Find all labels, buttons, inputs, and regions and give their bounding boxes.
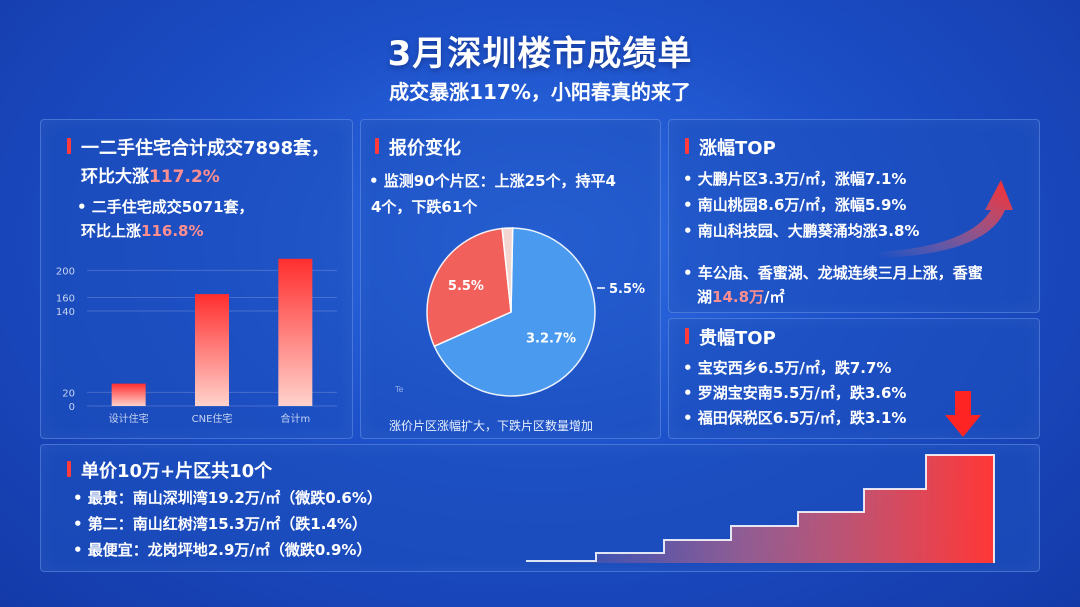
rise-item-1: • 大鹏片区3.3万/㎡，涨幅7.1% bbox=[683, 170, 907, 188]
secondhand-change-value: 116.8% bbox=[141, 222, 204, 240]
pie-slice bbox=[426, 227, 512, 348]
rise-top-panel: 涨幅TOP • 大鹏片区3.3万/㎡，涨幅7.1% • 南山桃园8.6万/㎡，涨… bbox=[668, 119, 1040, 313]
rise-note-value: 14.8万 bbox=[712, 288, 765, 306]
fall-top-panel: 贵幅TOP • 宝安西乡6.5万/㎡，跌7.7% • 罗湖宝安南5.5万/㎡，跌… bbox=[668, 318, 1040, 439]
unit-price-item-2: • 第二：南山红树湾15.3万/㎡（跌1.4%） bbox=[73, 515, 367, 533]
volume-heading-line2: 环比大涨117.2% bbox=[81, 162, 220, 187]
bar-x-tick-label: CNE住宅 bbox=[192, 412, 233, 425]
bar-x-tick-label: 合计m bbox=[280, 412, 310, 425]
rise-note-prefix: 湖 bbox=[697, 288, 713, 306]
rise-top-heading: 涨幅TOP bbox=[685, 134, 776, 160]
bar-y-tick-label: 0 bbox=[69, 402, 75, 413]
pie-outside-label: 5.5% bbox=[609, 282, 645, 297]
volume-heading-prefix: 环比大涨 bbox=[81, 167, 149, 187]
price-change-line2: 4个，下跌61个 bbox=[371, 198, 478, 216]
rise-item-2: • 南山桃园8.6万/㎡，涨幅5.9% bbox=[683, 196, 907, 214]
price-change-line1: • 监测90个片区：上涨25个，持平4 bbox=[369, 172, 616, 190]
fall-item-2: • 罗湖宝安南5.5万/㎡，跌3.6% bbox=[683, 384, 907, 402]
bar-y-tick-label: 160 bbox=[56, 293, 75, 304]
secondhand-line: • 二手住宅成交5071套， bbox=[77, 198, 254, 216]
price-change-pie: 3.2.7% 5.5% 5.5% Te bbox=[394, 227, 645, 397]
volume-heading: 一二手住宅合计成交7898套， bbox=[66, 134, 329, 160]
pie-slice bbox=[501, 227, 514, 313]
unit-price-item-3: • 最便宜：龙岗坪地2.9万/㎡（微跌0.9%） bbox=[73, 541, 372, 559]
bar bbox=[195, 294, 229, 406]
unit-price-heading: 单价10万+片区共10个 bbox=[66, 457, 272, 483]
page-subtitle: 成交暴涨117%，小阳春真的来了 bbox=[389, 80, 691, 104]
down-arrow-icon bbox=[945, 391, 981, 437]
fall-item-3: • 福田保税区6.5万/㎡，跌3.1% bbox=[683, 409, 907, 427]
unit-price-item-1: • 最贵：南山深圳湾19.2万/㎡（微跌0.6%） bbox=[73, 489, 382, 507]
bar-y-tick-label: 200 bbox=[56, 266, 75, 277]
price-change-heading: 报价变化 bbox=[375, 134, 461, 160]
pie-stray-label: Te bbox=[394, 385, 404, 394]
volume-heading-value: 117.2% bbox=[149, 167, 220, 187]
secondhand-change-line: 环比上涨116.8% bbox=[81, 220, 204, 241]
pie-slice bbox=[433, 227, 596, 397]
rise-note-line1: • 车公庙、香蜜湖、龙城连续三月上涨，香蜜 bbox=[683, 264, 983, 282]
rise-note-line2: 湖14.8万/㎡ bbox=[697, 286, 785, 307]
bar-x-tick-label: 设计住宅 bbox=[109, 412, 149, 425]
rise-item-3: • 南山科技园、大鹏葵涌均涨3.8% bbox=[683, 222, 920, 240]
fall-item-1: • 宝安西乡6.5万/㎡，跌7.7% bbox=[683, 359, 892, 377]
up-arrow-icon bbox=[879, 180, 1013, 258]
fall-top-heading: 贵幅TOP bbox=[685, 324, 776, 350]
price-change-panel: 报价变化 • 监测90个片区：上涨25个，持平4 4个，下跌61个 3.2.7%… bbox=[360, 119, 661, 439]
bar-y-tick-label: 140 bbox=[56, 307, 75, 318]
price-change-footnote: 涨价片区涨幅扩大，下跌片区数量增加 bbox=[389, 419, 594, 433]
pie-slice-label: 3.2.7% bbox=[526, 332, 576, 347]
rise-note-suffix: /㎡ bbox=[764, 288, 785, 306]
volume-panel: 一二手住宅合计成交7898套， 环比大涨117.2% • 二手住宅成交5071套… bbox=[40, 119, 353, 439]
bar-y-tick-label: 20 bbox=[62, 388, 75, 399]
secondhand-change-prefix: 环比上涨 bbox=[81, 222, 142, 240]
bar bbox=[278, 258, 313, 406]
unit-price-panel: 单价10万+片区共10个 • 最贵：南山深圳湾19.2万/㎡（微跌0.6%） •… bbox=[40, 444, 1040, 572]
stair-step-graphic bbox=[526, 454, 995, 563]
bar bbox=[111, 383, 146, 406]
pie-slice-label: 5.5% bbox=[448, 279, 484, 294]
volume-bar-chart: 0 20 140 160 200 设计住宅 CNE住宅 合计m bbox=[56, 258, 337, 425]
page-title: 3月深圳楼市成绩单 bbox=[387, 34, 693, 74]
